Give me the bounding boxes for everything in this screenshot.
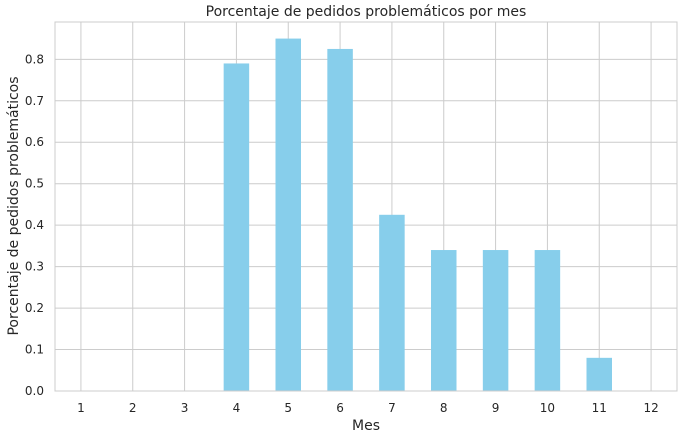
bar-month-4 bbox=[223, 63, 250, 392]
y-tick-label: 0.8 bbox=[25, 52, 44, 66]
y-axis-label: Porcentaje de pedidos problemáticos bbox=[6, 76, 22, 335]
y-tick-label: 0.2 bbox=[25, 301, 44, 315]
plot-frame bbox=[54, 21, 678, 392]
x-tick-label: 9 bbox=[492, 401, 500, 415]
x-tick-label: 12 bbox=[643, 401, 658, 415]
x-tick-label: 3 bbox=[181, 401, 189, 415]
grid-lines bbox=[55, 22, 677, 392]
x-tick-label: 10 bbox=[540, 401, 555, 415]
y-tick-label: 0.5 bbox=[25, 177, 44, 191]
chart-title: Porcentaje de pedidos problemáticos por … bbox=[206, 4, 527, 20]
bar-month-5 bbox=[275, 38, 301, 392]
x-axis-label: Mes bbox=[352, 418, 380, 434]
x-tick-label: 4 bbox=[233, 401, 241, 415]
x-tick-label: 2 bbox=[129, 401, 137, 415]
x-tick-label: 6 bbox=[336, 401, 344, 415]
x-tick-labels: 1 2 3 4 5 6 7 8 9 10 11 12 bbox=[77, 401, 659, 415]
y-tick-label: 0.7 bbox=[25, 94, 44, 108]
bar-month-9 bbox=[482, 250, 509, 391]
y-tick-label: 0.4 bbox=[25, 218, 44, 232]
bar-month-7 bbox=[379, 214, 405, 391]
y-tick-label: 0.0 bbox=[25, 384, 44, 398]
y-tick-labels: 0.0 0.1 0.2 0.3 0.4 0.5 0.6 0.7 0.8 bbox=[25, 52, 44, 398]
y-tick-label: 0.3 bbox=[25, 260, 44, 274]
x-tick-label: 5 bbox=[284, 401, 292, 415]
x-tick-label: 8 bbox=[440, 401, 448, 415]
bar-month-8 bbox=[431, 250, 457, 391]
x-tick-label: 1 bbox=[77, 401, 85, 415]
bar-month-10 bbox=[534, 250, 561, 391]
x-tick-label: 7 bbox=[388, 401, 396, 415]
bar-month-6 bbox=[327, 48, 353, 392]
y-tick-label: 0.6 bbox=[25, 135, 44, 149]
bar-month-11 bbox=[586, 357, 612, 391]
x-tick-label: 11 bbox=[592, 401, 607, 415]
bars bbox=[223, 38, 612, 392]
y-tick-label: 0.1 bbox=[25, 343, 44, 357]
